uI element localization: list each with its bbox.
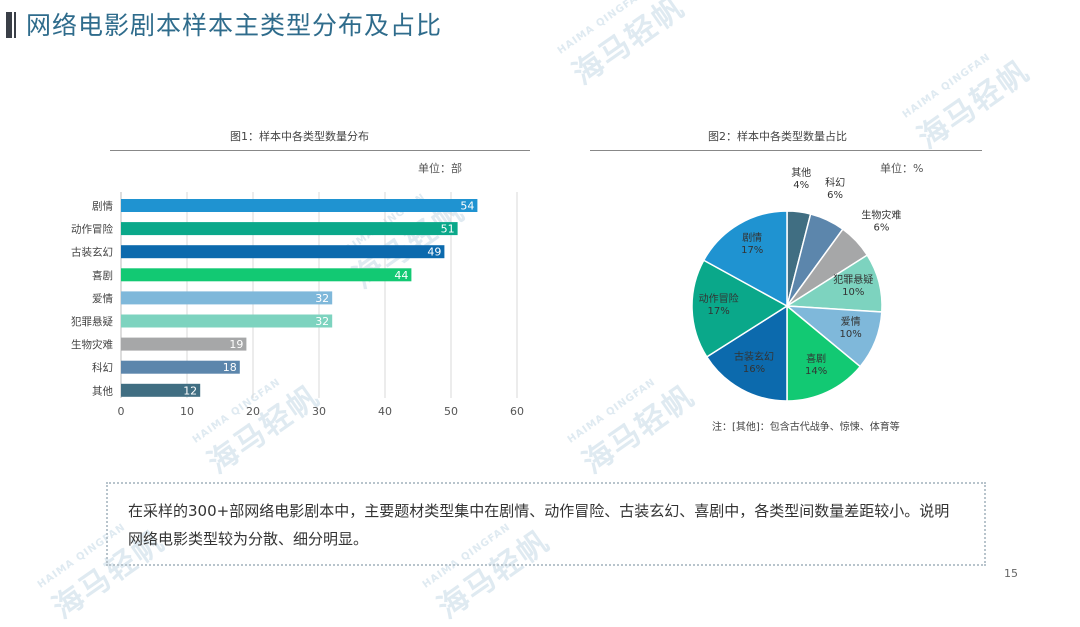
bar [121, 383, 201, 397]
bar-value-label: 18 [223, 361, 237, 374]
pie-slice-label: 科幻 [825, 176, 845, 189]
bar [121, 314, 333, 328]
pie-slice-label: 犯罪悬疑 [833, 274, 873, 286]
title-accent-bar [6, 12, 12, 38]
bar-value-label: 32 [315, 292, 329, 305]
pie-chart-divider [590, 150, 982, 151]
pie-slice-value: 4% [793, 180, 809, 191]
bar-chart-unit: 单位：部 [418, 162, 462, 175]
pie-slice-label: 喜剧 [806, 352, 826, 365]
pie-slice-value: 17% [707, 306, 729, 317]
bar-value-label: 44 [394, 269, 408, 282]
bar [121, 245, 445, 259]
pie-slice [705, 304, 788, 402]
pie-slice-value: 10% [839, 329, 861, 340]
pie-slice-value: 6% [827, 190, 843, 201]
pie-chart-unit: 单位：% [880, 162, 924, 175]
pie-slice-label: 古装玄幻 [734, 350, 774, 363]
bar-category-label: 其他 [92, 384, 113, 397]
summary-text: 在采样的300+部网络电影剧本中，主要题材类型集中在剧情、动作冒险、古装玄幻、喜… [128, 502, 950, 548]
bar-category-label: 爱情 [92, 292, 113, 305]
pie-slice [786, 304, 862, 402]
pie-slice-value: 14% [805, 366, 827, 377]
pie-slice-value: 16% [743, 364, 765, 375]
pie-slice-value: 17% [741, 245, 763, 256]
bar-chart-divider [110, 150, 530, 151]
bar-value-label: 32 [315, 315, 329, 328]
bar-category-label: 动作冒险 [71, 223, 113, 236]
pie-slice [702, 210, 788, 308]
bar-category-label: 剧情 [92, 200, 113, 213]
bar-value-label: 54 [460, 200, 474, 213]
bar-category-label: 犯罪悬疑 [71, 316, 113, 328]
bar-x-tick-label: 10 [180, 405, 194, 418]
summary-text-box: 在采样的300+部网络电影剧本中，主要题材类型集中在剧情、动作冒险、古装玄幻、喜… [106, 482, 986, 566]
title-accent-bar-thin [14, 12, 16, 38]
pie-slice-label: 剧情 [742, 231, 762, 244]
pie-chart-note: 注：[其他]：包含古代战争、惊悚、体育等 [712, 422, 900, 433]
bar-category-label: 生物灾难 [71, 338, 113, 351]
page-number: 15 [1004, 567, 1018, 580]
bar [121, 199, 478, 212]
bar-x-tick-label: 50 [444, 405, 458, 418]
bar-x-tick-label: 60 [510, 405, 524, 418]
bar-x-tick-label: 0 [118, 405, 125, 418]
bar-category-label: 科幻 [92, 361, 113, 374]
pie-slice-value: 10% [842, 287, 864, 298]
bar-x-tick-label: 30 [312, 405, 326, 418]
bar-value-label: 49 [427, 246, 441, 259]
bar-value-label: 19 [229, 338, 243, 351]
bar-category-label: 古装玄幻 [71, 246, 113, 259]
bar [121, 268, 412, 282]
bar [121, 360, 240, 374]
pie-slice-value: 6% [873, 223, 889, 234]
pie-slice-label: 生物灾难 [861, 209, 901, 222]
bar-x-tick-label: 40 [378, 405, 392, 418]
bar-category-label: 喜剧 [92, 269, 113, 282]
bar [121, 222, 458, 236]
bar [121, 291, 333, 305]
bar-value-label: 12 [183, 384, 197, 397]
pie-slice-label: 其他 [791, 166, 811, 179]
pie-slice [691, 259, 789, 358]
bar-value-label: 51 [441, 223, 455, 236]
pie-slice-label: 动作冒险 [699, 292, 739, 305]
pie-slice-label: 爱情 [841, 315, 861, 328]
bar-chart-title: 图1：样本中各类型数量分布 [230, 130, 369, 143]
bar [121, 337, 247, 351]
pie-chart-title: 图2：样本中各类型数量占比 [708, 130, 847, 143]
bar-x-tick-label: 20 [246, 405, 260, 418]
page-title: 网络电影剧本样本主类型分布及占比 [26, 11, 443, 40]
